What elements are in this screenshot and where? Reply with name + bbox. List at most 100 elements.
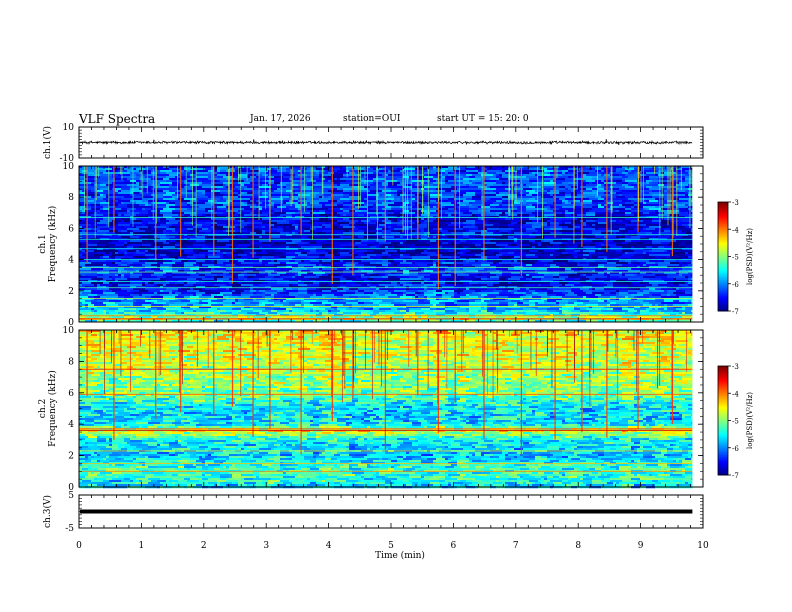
spectrogram-cell <box>406 172 416 175</box>
spectrogram-cell <box>271 194 284 197</box>
spectrogram-cell <box>532 246 536 249</box>
spectrogram-cell <box>121 272 128 275</box>
spectrogram-cell <box>145 274 152 277</box>
spectrogram-cell <box>478 248 482 251</box>
spectrogram-cell <box>109 186 122 189</box>
spectrogram-cell <box>553 274 560 277</box>
spectrogram-cell <box>508 268 515 271</box>
spectrogram-cell <box>367 250 374 253</box>
spectrogram-cell <box>196 172 209 175</box>
spectrogram-cell <box>610 220 617 223</box>
spectrogram-cell <box>403 202 410 205</box>
spectrogram-cell <box>232 252 236 255</box>
spectrogram-cell <box>523 200 527 203</box>
spectrogram-cell <box>664 230 671 233</box>
spectrogram-cell <box>151 268 161 271</box>
spectrogram-cell <box>322 178 326 181</box>
spectrogram-cell <box>502 184 515 187</box>
spectrogram-cell <box>325 178 332 181</box>
spectrogram-cell <box>259 228 272 231</box>
spectrogram-cell <box>457 224 467 227</box>
spectrogram-cell <box>298 174 308 177</box>
spectrogram-cell <box>202 182 212 185</box>
spectrogram-cell <box>625 240 632 243</box>
spectrogram-cell <box>91 272 98 275</box>
spectrogram-cell <box>358 184 371 187</box>
spectrogram-cell <box>358 220 362 223</box>
spectrogram-cell <box>439 174 449 177</box>
spectrogram-cell <box>283 190 287 193</box>
spectrogram-cell <box>139 232 152 235</box>
spectrogram-cell <box>79 222 86 225</box>
spectrogram-cell <box>559 270 563 273</box>
spectrogram-cell <box>631 210 644 213</box>
spectrogram-cell <box>580 278 590 281</box>
spectrogram-cell <box>133 272 143 275</box>
spectrogram-cell <box>232 268 245 271</box>
spectrogram-cell <box>574 250 581 253</box>
spectrogram-cell <box>268 244 272 247</box>
spectrogram-cell <box>502 196 509 199</box>
spectrogram-cell <box>229 240 239 243</box>
spectrogram-cell <box>439 204 443 207</box>
spectrogram-cell <box>94 250 107 253</box>
spectrogram-cell <box>361 198 365 201</box>
spectrogram-cell <box>154 254 161 257</box>
spectrogram-cell <box>439 226 452 229</box>
spectrogram-cell <box>172 268 182 271</box>
spectrogram-cell <box>256 254 269 257</box>
spectrogram-cell <box>100 176 113 179</box>
spectrogram-cell <box>337 200 341 203</box>
spectrogram-cell <box>529 166 539 169</box>
spectrogram-cell <box>382 220 392 223</box>
spectrogram-cell <box>331 248 341 251</box>
spectrogram-cell <box>508 244 512 247</box>
spectrogram-cell <box>352 272 362 275</box>
spectrogram-cell <box>196 260 206 263</box>
spectrogram-cell <box>109 252 113 255</box>
spectrogram-cell <box>457 198 467 201</box>
spectrogram-cell <box>637 252 644 255</box>
spectrogram-cell <box>421 246 428 249</box>
spectrogram-cell <box>496 268 509 271</box>
spectrogram-cell <box>286 264 293 267</box>
spectrogram-cell <box>307 242 311 245</box>
spectrogram-cell <box>343 248 356 251</box>
spectrogram-cell <box>166 214 179 217</box>
spectrogram-cell <box>172 184 182 187</box>
spectrogram-cell <box>496 192 500 195</box>
spectrogram-cell <box>406 194 416 197</box>
spectrogram-cell <box>514 236 527 239</box>
spectrogram-cell <box>199 218 203 221</box>
spectrogram-cell <box>631 260 638 263</box>
spectrogram-cell <box>595 252 599 255</box>
spectrogram-cell <box>349 176 356 179</box>
spectrogram-cell <box>574 174 584 177</box>
spectrogram-cell <box>502 170 506 173</box>
spectrogram-cell <box>442 228 452 231</box>
spectrogram-cell <box>424 232 431 235</box>
spectrogram-cell <box>268 182 275 185</box>
spectrogram-cell <box>490 240 494 243</box>
spectrogram-cell <box>514 202 521 205</box>
spectrogram-cell <box>436 172 443 175</box>
spectrogram-cell <box>640 198 644 201</box>
spectrogram-cell <box>322 182 335 185</box>
spectrogram-cell <box>433 270 446 273</box>
spectrogram-cell <box>334 270 344 273</box>
spectrogram-cell <box>586 212 596 215</box>
spectrogram-cell <box>484 188 497 191</box>
spectrogram-cell <box>496 262 500 265</box>
spectrogram-cell <box>373 186 377 189</box>
spectrogram-cell <box>355 244 368 247</box>
spectrogram-cell <box>451 226 464 229</box>
spectrogram-cell <box>250 222 263 225</box>
spectrogram-cell <box>232 214 239 217</box>
spectrogram-cell <box>286 212 296 215</box>
spectrogram-cell <box>514 176 527 179</box>
spectrogram-cell <box>430 186 440 189</box>
spectrogram-cell <box>607 234 617 237</box>
spectrogram-cell <box>100 188 110 191</box>
spectrogram-cell <box>427 222 434 225</box>
spectrogram-cell <box>487 256 500 259</box>
